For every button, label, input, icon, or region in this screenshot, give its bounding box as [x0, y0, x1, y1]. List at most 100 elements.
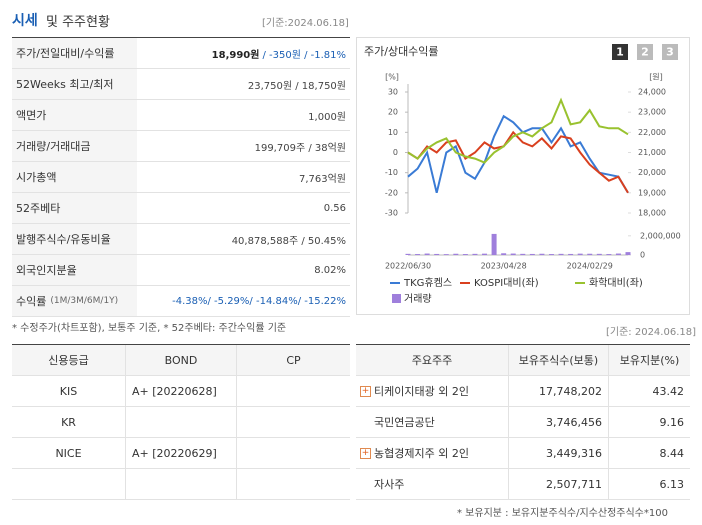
line — [407, 114, 629, 194]
text: 발행주식수/유동비율 — [16, 233, 111, 246]
text: KIS — [59, 384, 78, 398]
text: 9.16 — [659, 415, 685, 429]
date: [기준:2024.06.18] — [262, 18, 349, 29]
title: 및 주주현황 — [46, 15, 110, 30]
table-cell: 43.42 — [608, 376, 690, 407]
expand-icon[interactable]: + — [360, 385, 371, 397]
table-cell — [125, 407, 236, 438]
x-tick-label: 2022/06/30 — [385, 262, 431, 271]
rule — [12, 344, 350, 345]
table-cell: 3,449,316 — [508, 438, 608, 469]
text: 자사주 — [374, 478, 405, 491]
label-cell: 수익률 (1M/3M/6M/1Y) — [12, 286, 137, 317]
rule — [12, 37, 350, 38]
y2-tick-label: 22,000 — [638, 128, 666, 137]
note: * 수정주가(차트포함), 보통주 기준, * 52주베타: 주간수익률 기준 — [12, 323, 287, 334]
volume-bar — [587, 253, 593, 255]
volume-tick-label: 2,000,000 — [640, 231, 681, 240]
header-cell: 주요주주 — [356, 345, 508, 376]
volume-bar — [625, 252, 631, 255]
text: 주가/전일대비/수익률 — [16, 47, 115, 60]
table-cell — [236, 407, 350, 438]
table-cell — [236, 376, 350, 407]
table-cell: KIS — [12, 376, 125, 407]
table-cell — [125, 469, 236, 500]
header-cell: 보유주식수(보통) — [508, 345, 608, 376]
value-cell: 1,000원 — [137, 100, 350, 131]
button-label: 1 — [616, 46, 624, 59]
text: 43.42 — [652, 384, 685, 398]
text: 보유주식수(보통) — [518, 354, 599, 367]
volume-bar — [539, 253, 545, 255]
volume-bar — [405, 253, 411, 255]
value-cell: 40,878,588주 / 50.45% — [137, 224, 350, 255]
title-highlight: 시세 — [12, 13, 38, 29]
button[interactable] — [662, 44, 678, 60]
y-tick-label: -30 — [385, 209, 398, 218]
text: 18,990원 — [211, 49, 260, 61]
text: NICE — [55, 446, 82, 460]
volume-bar — [558, 253, 564, 255]
button[interactable] — [637, 44, 653, 60]
rule — [356, 344, 690, 345]
text: 0.56 — [323, 202, 346, 214]
label-cell: 외국인지분율 — [12, 255, 137, 286]
text: 199,709주 / 38억원 — [254, 142, 346, 154]
text: 8.02% — [314, 264, 346, 276]
volume-bar — [510, 253, 516, 255]
y2-tick-label: 18,000 — [638, 209, 666, 218]
table-cell: NICE — [12, 438, 125, 469]
text: 수익률 — [16, 295, 47, 308]
volume-bar — [462, 254, 468, 255]
text: A+ [20220628] — [132, 384, 217, 398]
text: KR — [61, 415, 76, 429]
volume-bar — [577, 253, 583, 255]
expand-icon[interactable]: + — [360, 447, 371, 459]
table-cell — [12, 469, 125, 500]
label-cell: 주가/전일대비/수익률 — [12, 38, 137, 69]
x-tick-label: 2023/04/28 — [481, 262, 527, 271]
text: 티케이지태광 외 2인 — [374, 385, 469, 398]
text: 3,449,316 — [546, 446, 602, 460]
table-cell: + 티케이지태광 외 2인 — [356, 376, 508, 407]
legend-swatch — [392, 294, 401, 303]
label-cell: 액면가 — [12, 100, 137, 131]
volume-bar — [443, 254, 449, 255]
text: 6.13 — [659, 477, 685, 491]
value-cell: 8.02% — [137, 255, 350, 286]
volume-tick-label: 0 — [640, 251, 645, 260]
text: 52Weeks 최고/최저 — [16, 78, 114, 91]
table-cell: + 농협경제지주 외 2인 — [356, 438, 508, 469]
text: 17,748,202 — [539, 384, 602, 398]
volume-bar — [529, 253, 535, 255]
chart-panel — [356, 37, 690, 315]
volume-bar — [548, 254, 554, 255]
volume-bar — [606, 254, 612, 255]
table-cell: 6.13 — [608, 469, 690, 500]
text: 52주베타 — [16, 202, 61, 215]
label-cell: 52Weeks 최고/최저 — [12, 69, 137, 100]
value-cell: 7,763억원 — [137, 162, 350, 193]
legend-label: TKG휴켐스 — [403, 277, 452, 289]
value-cell: 23,750원 / 18,750원 — [137, 69, 350, 100]
chart-title: 주가/상대수익률 — [364, 45, 439, 58]
text: 3,746,456 — [546, 415, 602, 429]
y-unit: [%] — [385, 73, 399, 82]
line — [407, 97, 629, 164]
volume-bar — [482, 253, 488, 255]
text: 2,507,711 — [546, 477, 602, 491]
y2-unit: [원] — [649, 73, 663, 82]
volume-bar — [596, 253, 602, 255]
table-cell: 3,746,456 — [508, 407, 608, 438]
text: / -350원 / -1.81% — [262, 49, 346, 61]
table-cell: 국민연금공단 — [356, 407, 508, 438]
button[interactable] — [612, 44, 628, 60]
text: BOND — [164, 353, 198, 367]
table-cell — [236, 438, 350, 469]
text: 거래량/거래대금 — [16, 140, 91, 153]
volume-bar — [434, 253, 440, 255]
legend-label: KOSPI대비(좌) — [474, 277, 539, 289]
text: 1,000원 — [308, 111, 346, 123]
